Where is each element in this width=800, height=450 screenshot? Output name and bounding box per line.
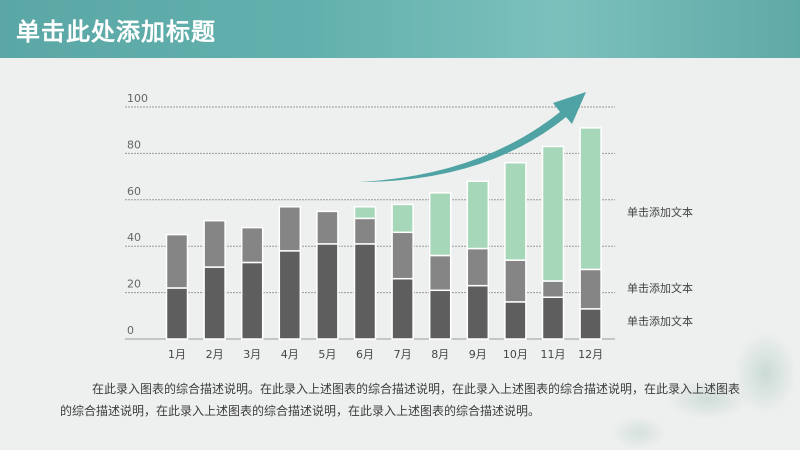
bar-segment	[353, 217, 377, 245]
bar-segment	[278, 206, 302, 252]
bar-segment	[541, 296, 565, 340]
y-tick-label: 40	[127, 231, 141, 244]
bar-segment	[428, 254, 452, 292]
leaf-decoration	[570, 280, 800, 450]
x-tick-label: 8月	[431, 348, 449, 361]
x-tick-label: 4月	[281, 348, 299, 361]
bar-segment	[353, 206, 377, 220]
y-tick-label: 0	[127, 324, 134, 337]
y-tick-label: 100	[127, 92, 148, 105]
y-tick-label: 80	[127, 138, 141, 151]
header-bar: 单击此处添加标题	[0, 0, 800, 58]
x-tick-label: 7月	[394, 348, 412, 361]
y-tick-label: 20	[127, 278, 141, 291]
legend-label: 单击添加文本	[627, 314, 693, 328]
x-tick-label: 12月	[578, 348, 603, 361]
bar-segment	[504, 301, 527, 340]
bar-segment	[579, 308, 602, 340]
x-tick-label: 3月	[243, 348, 261, 361]
trend-arrow-icon	[358, 92, 586, 182]
bar-segment	[391, 277, 414, 340]
y-tick-label: 60	[127, 185, 141, 198]
bar-segment	[240, 261, 264, 340]
bar-segment	[466, 180, 490, 250]
bar-segment	[316, 210, 339, 245]
chart-description[interactable]: 在此录入图表的综合描述说明。在此录入上述图表的综合描述说明，在此录入上述图表的综…	[60, 382, 741, 418]
bar-segment	[240, 226, 264, 264]
bar-segment	[466, 284, 490, 340]
x-tick-label: 9月	[469, 348, 487, 361]
bar-segment	[278, 250, 302, 340]
bar-segment	[316, 243, 339, 340]
bar-segment	[203, 266, 226, 340]
bar-segment	[504, 161, 527, 261]
bar-segment	[466, 247, 490, 287]
bar-segment	[391, 203, 414, 234]
legend-label: 单击添加文本	[627, 205, 693, 219]
bar-segment	[428, 192, 452, 257]
bar-segment	[504, 259, 527, 303]
x-tick-label: 1月	[168, 348, 186, 361]
bar-segment	[541, 280, 565, 298]
legend-label: 单击添加文本	[627, 281, 693, 295]
x-tick-label: 5月	[318, 348, 336, 361]
bar-segment	[428, 289, 452, 340]
bar-segment	[165, 287, 189, 340]
bar-segment	[579, 268, 602, 310]
bar-segment	[353, 243, 377, 340]
x-tick-label: 2月	[206, 348, 224, 361]
bar-segment	[203, 219, 226, 268]
bar-segment	[541, 145, 565, 282]
bar-segment	[165, 233, 189, 289]
bar-segment	[579, 127, 602, 271]
bar-segment	[391, 231, 414, 280]
x-tick-label: 11月	[541, 348, 566, 361]
page-title[interactable]: 单击此处添加标题	[16, 18, 216, 46]
x-tick-label: 6月	[356, 348, 374, 361]
x-tick-label: 10月	[503, 348, 528, 361]
